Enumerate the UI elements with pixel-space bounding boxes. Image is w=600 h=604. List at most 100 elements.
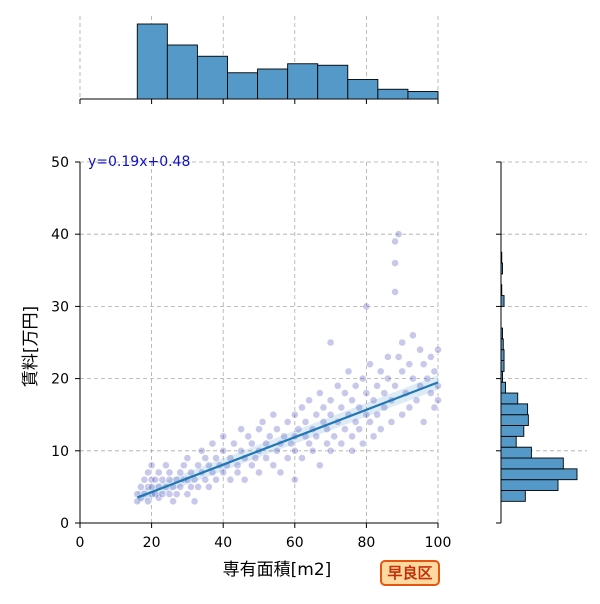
top-hist-bar [196, 55, 228, 100]
scatter-point [423, 374, 432, 383]
scatter-point [348, 446, 356, 455]
scatter-point [269, 461, 278, 470]
scatter-point [201, 475, 210, 484]
top-hist-bar [287, 63, 319, 100]
right-hist-bar [500, 479, 559, 491]
scatter-points [133, 230, 442, 506]
scatter-point [169, 497, 177, 506]
scatter-point [272, 446, 281, 455]
scatter-point [369, 396, 378, 405]
scatter-point [151, 475, 160, 484]
scatter-point [272, 425, 281, 434]
scatter-point [230, 439, 238, 448]
scatter-point [237, 446, 245, 455]
scatter-point [355, 403, 364, 412]
scatter-point [283, 418, 292, 426]
top-hist-bar [136, 23, 168, 100]
scatter-point [294, 425, 303, 434]
right-histogram [496, 161, 578, 524]
scatter-point [219, 432, 228, 441]
scatter-point [176, 482, 185, 491]
scatter-point [426, 353, 435, 361]
scatter-point [391, 288, 399, 296]
right-hist-bar [500, 435, 517, 448]
scatter-point [212, 475, 220, 484]
scatter-point [298, 454, 306, 462]
scatter-point [358, 374, 367, 383]
scatter-point [287, 439, 296, 448]
scatter-point [326, 338, 335, 347]
x-tick-label: 40 [214, 535, 232, 551]
scatter-point [308, 446, 317, 455]
right-hist-bar [500, 381, 507, 394]
right-hist-bar [500, 251, 503, 264]
right-hist-bar [500, 414, 529, 426]
scatter-point [301, 418, 310, 426]
scatter-point [183, 454, 192, 462]
scatter-point [362, 389, 371, 397]
scatter-point [247, 439, 256, 448]
scatter-point [373, 381, 382, 390]
scatter-point [426, 389, 435, 397]
scatter-point [251, 454, 260, 462]
scatter-point [154, 468, 163, 477]
right-hist-bar [500, 295, 505, 307]
scatter-point [219, 446, 228, 455]
scatter-point [409, 374, 417, 383]
right-hist-bar [500, 425, 525, 437]
top-hist-bar [166, 44, 198, 100]
scatter-point [394, 230, 403, 239]
right-hist-bar [500, 446, 532, 459]
scatter-point [255, 425, 263, 434]
scatter-point [362, 302, 371, 311]
scatter-point [348, 432, 356, 441]
scatter-point [416, 345, 424, 354]
top-histogram [79, 23, 439, 104]
scatter-point [383, 374, 392, 383]
scatter-point [341, 425, 349, 434]
scatter-point [208, 439, 217, 448]
scatter-point [190, 497, 199, 506]
right-hist-bar [500, 490, 526, 502]
scatter-point [204, 482, 213, 491]
scatter-point [290, 475, 299, 484]
right-hist-bar [500, 349, 505, 362]
right-hist-bar [500, 284, 503, 297]
right-hist-bar [500, 370, 503, 383]
scatter-point [247, 461, 256, 470]
scatter-point [380, 389, 389, 397]
regression-equation: y=0.19x+0.48 [88, 154, 190, 170]
scatter-point [226, 475, 235, 484]
scatter-point [176, 468, 185, 477]
scatter-point [298, 403, 306, 412]
scatter-point [147, 461, 156, 470]
right-hist-bar [500, 468, 578, 481]
scatter-point [237, 425, 245, 434]
scatter-point [255, 468, 263, 477]
scatter-point [358, 439, 367, 448]
scatter-point [419, 360, 428, 369]
x-tick-label: 100 [425, 535, 452, 551]
scatter-point [290, 410, 299, 419]
scatter-point [305, 396, 314, 405]
text-layer: 0 20 40 60 80 100 0 10 20 30 40 50 y=0.19x+0.48 専有面積[… [21, 154, 451, 580]
x-tick-label: 20 [143, 535, 161, 551]
y-tick-label: 20 [51, 372, 69, 388]
x-axis-title: 専有面積[m2] [223, 560, 332, 580]
scatter-point [362, 410, 371, 419]
scatter-point [201, 454, 210, 462]
scatter-point [430, 367, 439, 376]
scatter-point [419, 418, 428, 426]
top-hist-bar [347, 79, 379, 100]
scatter-point [280, 432, 288, 441]
right-hist-bar [500, 262, 503, 275]
top-hist-bar [377, 88, 409, 100]
scatter-point [269, 410, 278, 419]
scatter-point [265, 432, 274, 441]
scatter-point [315, 461, 324, 470]
scatter-point [165, 468, 174, 477]
scatter-point [194, 482, 203, 491]
scatter-point [366, 360, 374, 369]
scatter-point [312, 410, 321, 419]
